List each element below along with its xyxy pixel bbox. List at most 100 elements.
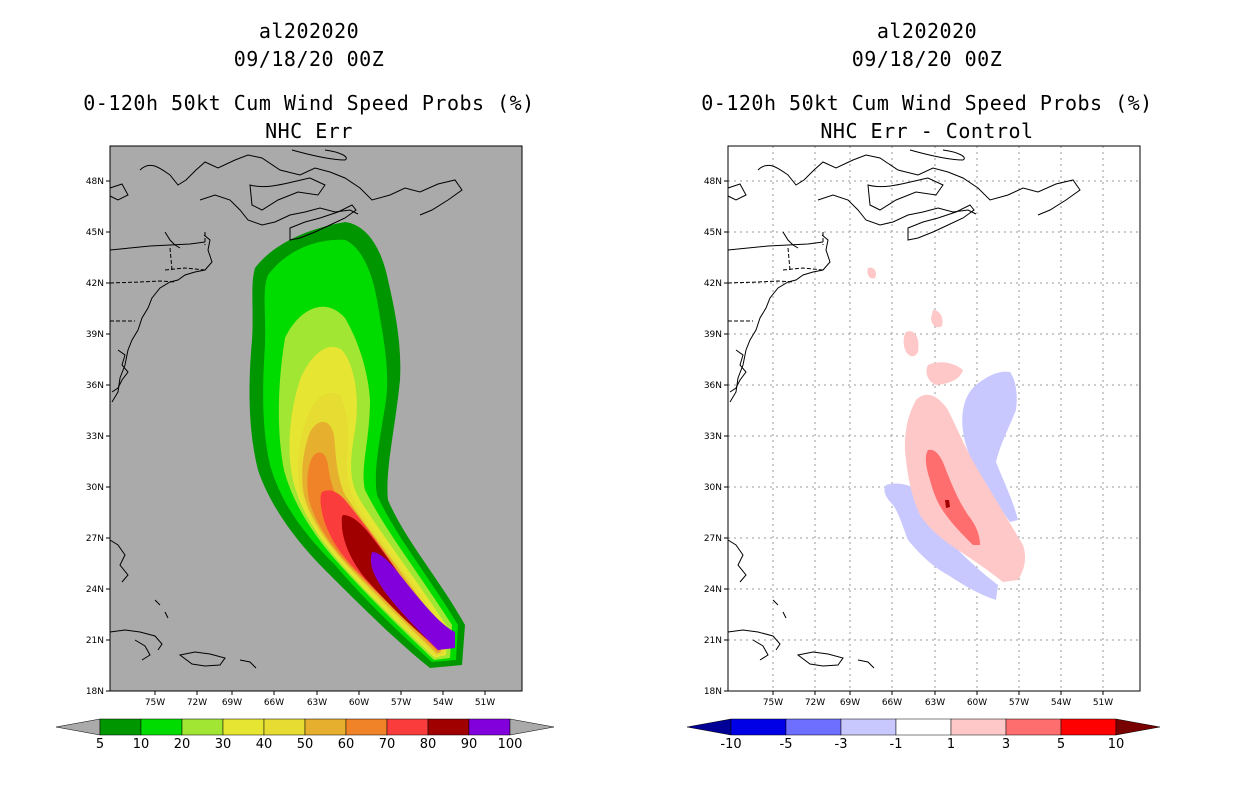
chart-title: 0-120h 50kt Cum Wind Speed Probs (%) [701, 91, 1153, 115]
contour-1-to-3 [904, 394, 1026, 582]
storm-id: al202020 [876, 19, 978, 43]
colorbar-swatch [468, 718, 511, 736]
state-borders [727, 232, 824, 322]
colorbar-label: 40 [256, 737, 273, 752]
lat-label: 42N [704, 279, 722, 289]
colorbar-label: 1 [947, 737, 955, 752]
contour-5-to-10 [945, 500, 950, 508]
contour-1-to-3 [926, 362, 963, 385]
left-map-svg: 48N 45N 42N 39N 36N 33N 30N 27N 24N 21N 18N 75W 72W 6… [55, 145, 555, 752]
lat-label: 33N [704, 432, 722, 442]
chart-title: 0-120h 50kt Cum Wind Speed Probs (%) [83, 91, 535, 115]
colorbar-label: 80 [420, 737, 437, 752]
colorbar-swatch [427, 718, 470, 736]
contour-neg-3-to-neg-1 [884, 483, 998, 600]
lon-label: 69W [222, 698, 242, 708]
lat-label: 27N [704, 534, 722, 544]
lon-label: 63W [307, 698, 327, 708]
lat-label: 30N [704, 483, 722, 493]
lon-label: 63W [925, 698, 945, 708]
colorbar-swatch [950, 718, 1007, 736]
colorbar-swatch [304, 718, 347, 736]
colorbar-label: 30 [215, 737, 232, 752]
colorbar-swatch [140, 718, 183, 736]
forecast-datetime: 09/18/20 00Z [851, 47, 1003, 71]
lat-label: 45N [86, 228, 104, 238]
colorbar-label: -1 [890, 737, 903, 752]
colorbar-swatch [386, 718, 429, 736]
lat-label: 18N [704, 687, 722, 697]
lon-label: 66W [264, 698, 284, 708]
colorbar-label: 20 [174, 737, 191, 752]
lon-label: 60W [967, 698, 987, 708]
coastlines [727, 149, 1081, 669]
colorbar-max-triangle [1115, 718, 1161, 736]
lat-label: 21N [86, 636, 104, 646]
chart-subtitle: NHC Err - Control [820, 119, 1034, 143]
colorbar-swatch [785, 718, 842, 736]
state-borders [109, 232, 206, 322]
colorbar-label: -5 [780, 737, 793, 752]
lat-label: 39N [86, 330, 104, 340]
lat-label: 33N [86, 432, 104, 442]
colorbar-label: 90 [461, 737, 478, 752]
lon-label: 75W [145, 698, 165, 708]
colorbar-swatch [263, 718, 306, 736]
right-map-svg: 48N 45N 42N 39N 36N 33N 30N 27N 24N 21N 18N 75W 72W 6… [686, 145, 1161, 752]
lat-label: 21N [704, 636, 722, 646]
contour-90 [370, 552, 455, 650]
left-panel-nhc-err: al202020 09/18/20 00Z 0-120h 50kt Cum Wi… [55, 19, 555, 752]
lat-label: 36N [704, 381, 722, 391]
contour-3-to-5 [925, 449, 980, 545]
lon-label: 57W [1009, 698, 1029, 708]
map-frame [109, 145, 523, 692]
colorbar-label: 5 [1057, 737, 1065, 752]
lat-label: 45N [704, 228, 722, 238]
colorbar-max-triangle [509, 718, 555, 736]
lat-label: 48N [86, 177, 104, 187]
lon-label: 69W [840, 698, 860, 708]
forecast-datetime: 09/18/20 00Z [233, 47, 385, 71]
colorbar: 5 10 20 30 40 50 60 70 80 90 100 [55, 718, 555, 752]
lon-label: 54W [433, 698, 453, 708]
colorbar-swatch [840, 718, 897, 736]
lat-label: 39N [704, 330, 722, 340]
chart-subtitle: NHC Err [265, 119, 353, 143]
colorbar-label: 10 [133, 737, 150, 752]
lat-label: 24N [704, 585, 722, 595]
lat-label: 48N [704, 177, 722, 187]
lat-label: 36N [86, 381, 104, 391]
storm-id: al202020 [258, 19, 360, 43]
colorbar-label: 5 [96, 737, 104, 752]
colorbar-label: 60 [338, 737, 355, 752]
contour-neg-3-to-neg-1 [962, 371, 1018, 522]
lon-label: 75W [763, 698, 783, 708]
lat-label: 27N [86, 534, 104, 544]
colorbar-swatch [345, 718, 388, 736]
colorbar-swatch [1005, 718, 1062, 736]
colorbar-swatch [895, 718, 952, 736]
lat-label: 30N [86, 483, 104, 493]
contour-1-to-3 [903, 331, 919, 357]
colorbar-label: -3 [835, 737, 848, 752]
map-frame [727, 145, 1141, 692]
colorbar-swatch [181, 718, 224, 736]
right-panel-nhc-err-minus-control: al202020 09/18/20 00Z 0-120h 50kt Cum Wi… [618, 0, 1236, 800]
lat-label: 24N [86, 585, 104, 595]
colorbar-label: 10 [1108, 737, 1125, 752]
colorbar-min-triangle [686, 718, 732, 736]
lon-label: 60W [349, 698, 369, 708]
lon-label: 72W [805, 698, 825, 708]
lon-label: 51W [475, 698, 495, 708]
colorbar-min-triangle [55, 718, 101, 736]
lat-label: 42N [86, 279, 104, 289]
colorbar-swatch [99, 718, 142, 736]
difference-contours [867, 267, 1026, 600]
colorbar-label: 50 [297, 737, 314, 752]
colorbar-swatch [1060, 718, 1117, 736]
colorbar-swatch [730, 718, 787, 736]
colorbar-label: 70 [379, 737, 396, 752]
colorbar-label: 3 [1002, 737, 1010, 752]
coastlines [109, 149, 463, 669]
lon-label: 57W [391, 698, 411, 708]
